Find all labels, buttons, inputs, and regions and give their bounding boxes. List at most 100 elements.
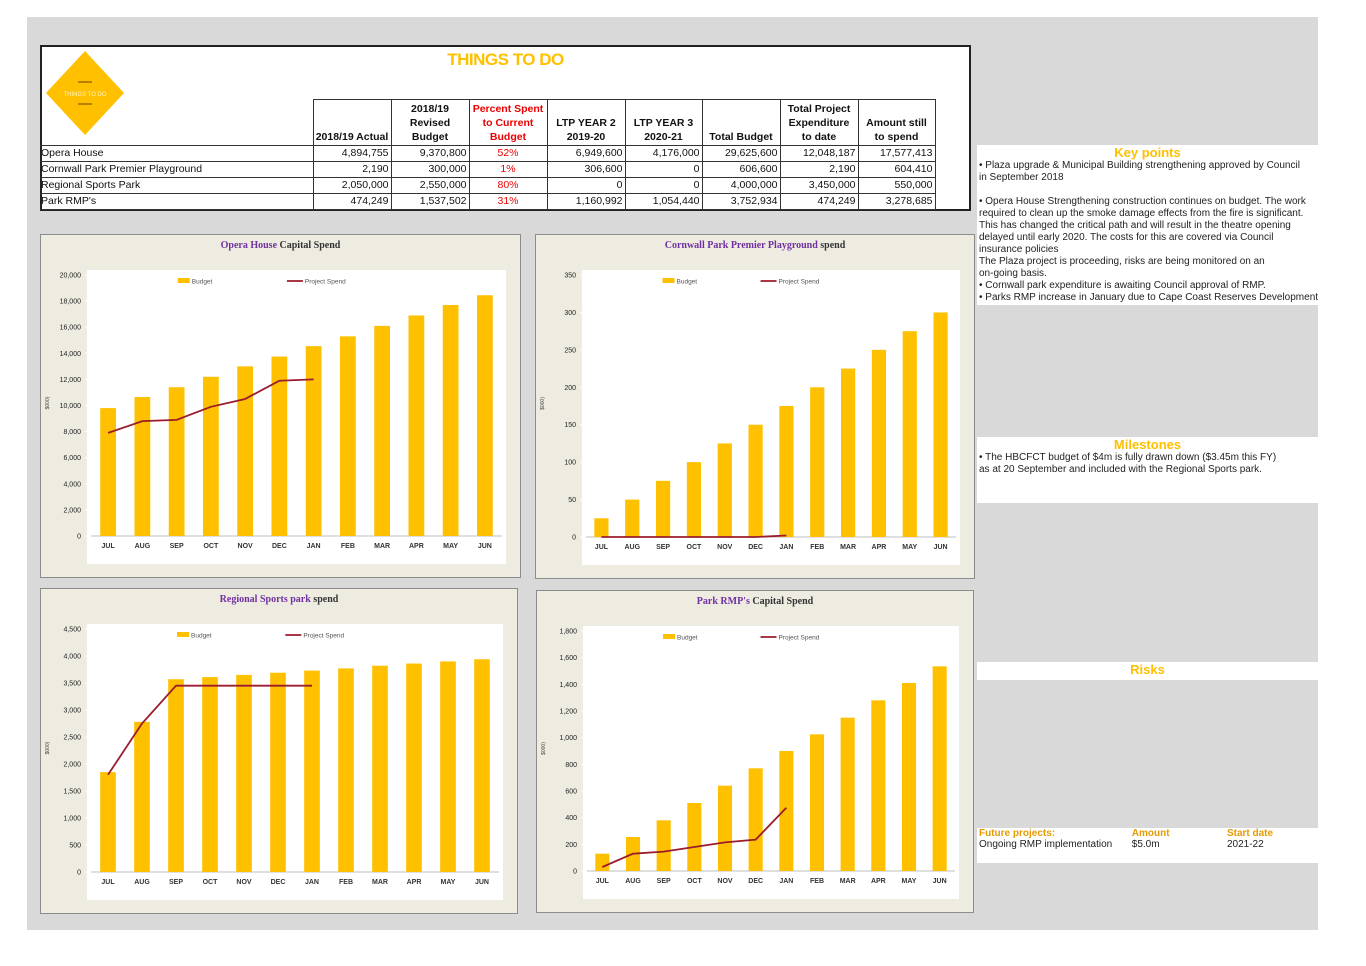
y-tick-label: 0	[77, 870, 81, 877]
panel-heading: Key points	[1114, 145, 1181, 160]
bar	[932, 666, 947, 871]
x-tick-label: OCT	[687, 878, 703, 885]
y-tick-label: 500	[69, 843, 81, 850]
x-tick-label: AUG	[135, 543, 151, 550]
panel-text: • Plaza upgrade & Municipal Building str…	[977, 160, 1318, 304]
table-cell: 4,176,000	[624, 145, 703, 162]
x-tick-label: FEB	[810, 878, 824, 885]
y-tick-label: 600	[565, 789, 577, 796]
bar	[440, 661, 456, 872]
chart-title: Regional Sports park spend	[220, 594, 339, 605]
summary-table: 2018/19 Actual 2018/19 Revised Budget Perc…	[40, 99, 936, 210]
bar	[474, 659, 490, 872]
column-header: Start date	[1226, 828, 1274, 839]
bar	[810, 387, 825, 537]
legend-swatch	[177, 632, 189, 637]
bar	[779, 406, 794, 537]
bar	[372, 665, 388, 872]
paragraph: • The HBCFCT budget of $4m is fully draw…	[977, 452, 1318, 476]
x-tick-label: SEP	[170, 543, 184, 550]
x-tick-label: SEP	[657, 878, 671, 885]
x-tick-label: MAR	[840, 878, 856, 885]
x-tick-label: JUN	[934, 544, 948, 551]
chart-title: Cornwall Park Premier Playground spend	[665, 240, 846, 251]
x-tick-label: SEP	[169, 879, 183, 886]
table-cell: 1,054,440	[624, 193, 703, 210]
table-cell: 474,249	[779, 193, 859, 210]
y-tick-label: 0	[573, 869, 577, 876]
y-tick-label: 2,000	[63, 762, 81, 769]
y-tick-label: 12,000	[60, 377, 82, 384]
y-axis-label: $000)	[45, 741, 51, 754]
panel-text: • The HBCFCT budget of $4m is fully draw…	[977, 452, 1318, 476]
risks-panel: Risks	[977, 662, 1318, 680]
text-line: as at 20 September and included with the…	[979, 464, 1262, 475]
text-line: • Plaza upgrade & Municipal Building str…	[979, 160, 1300, 171]
column-header: Amount still to spend	[857, 99, 936, 146]
y-tick-label: 0	[77, 534, 81, 541]
bar	[134, 721, 150, 872]
panel-heading: Risks	[1130, 662, 1165, 677]
chart: Regional Sports park spend $000) 0 500 1,000…	[40, 588, 518, 914]
x-tick-label: MAY	[902, 544, 917, 551]
x-tick-label: FEB	[339, 879, 353, 886]
table-cell: 4,000,000	[701, 177, 781, 194]
table-cell: 2,550,000	[390, 177, 470, 194]
x-tick-label: OCT	[203, 543, 219, 550]
x-tick-label: JUL	[102, 543, 116, 550]
plot-area	[582, 270, 960, 565]
y-tick-label: 4,000	[63, 654, 81, 661]
x-tick-label: APR	[407, 879, 422, 886]
bar	[134, 397, 151, 536]
y-tick-label: 16,000	[60, 325, 82, 332]
x-tick-label: OCT	[203, 879, 219, 886]
line	[601, 807, 787, 868]
row-label: Regional Sports Park	[40, 177, 314, 194]
table-row: Ongoing RMP implementation $5.0m 2021-22	[977, 839, 1318, 850]
title-part: Cornwall Park Premier Playground	[665, 240, 818, 251]
y-tick-label: 0	[572, 535, 576, 542]
column-header: Amount	[1131, 828, 1170, 839]
bar	[408, 315, 425, 536]
bar	[237, 366, 254, 536]
panel-heading: Milestones	[1113, 437, 1182, 452]
legend-label: Project Spend	[303, 633, 344, 640]
x-tick-label: JUL	[101, 879, 115, 886]
bar	[871, 349, 887, 537]
bar	[305, 346, 322, 536]
bar	[779, 751, 794, 871]
table-cell: $5.0m	[1131, 839, 1160, 850]
chart: Cornwall Park Premier Playground spend $0…	[535, 234, 975, 579]
x-tick-label: JUN	[478, 543, 492, 550]
x-tick-label: DEC	[748, 878, 763, 885]
text-line: • Opera House Strengthening construction…	[979, 196, 1306, 207]
y-tick-label: 350	[564, 273, 576, 280]
x-tick-label: OCT	[687, 544, 703, 551]
row-label: Cornwall Park Premier Playground	[40, 161, 314, 178]
legend-swatch	[177, 278, 190, 283]
x-tick-label: NOV	[236, 879, 252, 886]
column-header: Total Project Expenditure to date	[779, 99, 859, 146]
table-cell: 3,752,934	[701, 193, 781, 210]
y-tick-label: 1,600	[559, 655, 577, 662]
y-tick-label: 2,000	[63, 507, 81, 514]
bar	[271, 356, 288, 536]
bar	[656, 820, 671, 871]
bar	[840, 368, 856, 537]
legend-label: Budget	[677, 279, 698, 286]
table-cell: 3,278,685	[857, 193, 936, 210]
legend-label: Project Spend	[305, 279, 346, 286]
line	[601, 534, 787, 538]
header-row: Future projects: Amount Start date	[977, 828, 1318, 839]
column-header: 2018/19 Actual	[312, 99, 392, 146]
table-cell: 2,050,000	[312, 177, 392, 194]
x-tick-label: FEB	[810, 544, 824, 551]
x-tick-label: MAR	[372, 879, 388, 886]
bar	[717, 785, 733, 871]
table-cell: 474,249	[312, 193, 392, 210]
y-tick-label: 8,000	[63, 429, 81, 436]
table-cell: 0	[624, 177, 703, 194]
x-tick-label: APR	[871, 878, 886, 885]
y-tick-label: 250	[564, 347, 576, 354]
